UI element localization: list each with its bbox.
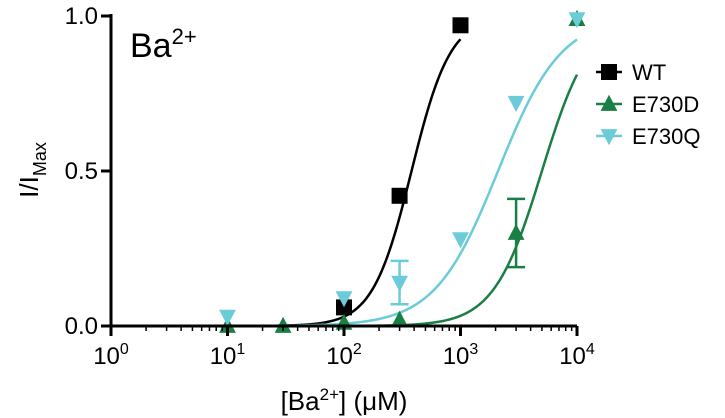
y-tick-label: 1.0 [65,3,98,30]
data-point-e730q [219,309,236,326]
axes [109,14,577,328]
fit-curve-e730d [111,74,579,328]
fit-curve-wt [111,38,462,328]
legend: WT E730D E730Q [596,60,701,149]
data-point-wt [336,299,352,316]
data-point-e730d [391,310,408,327]
data-point-wt [391,187,408,204]
y-axis-label: I/IMax [14,142,50,198]
legend-marker-e730q [600,129,618,146]
error-bars [390,197,526,306]
y-tick-label: 0.5 [65,158,98,185]
x-tick-label: 104 [559,341,595,370]
legend-marker-e730d [600,94,618,111]
legend-label-e730q: E730Q [632,124,701,149]
x-tick-label: 103 [443,341,479,370]
y-tick-label: 0.0 [65,313,98,340]
data-point-e730q [391,275,408,292]
chart-title: Ba2+ [130,24,197,65]
data-points [219,9,586,333]
x-axis-label: [Ba2+] (μM) [281,385,408,416]
legend-label-wt: WT [632,60,666,85]
data-point-wt [452,17,469,34]
data-point-e730d [507,223,525,240]
x-tick-label: 100 [93,341,129,370]
fit-curve-e730q [111,38,578,328]
x-tick-label: 102 [326,341,362,370]
data-point-e730q [335,291,353,308]
x-tick-label: 101 [210,341,246,370]
fit-curves [111,38,579,328]
data-point-e730q [507,95,525,112]
data-point-e730q [452,232,469,249]
legend-marker-wt [601,64,617,80]
legend-label-e730d: E730D [632,92,699,117]
data-point-e730q [568,12,586,29]
